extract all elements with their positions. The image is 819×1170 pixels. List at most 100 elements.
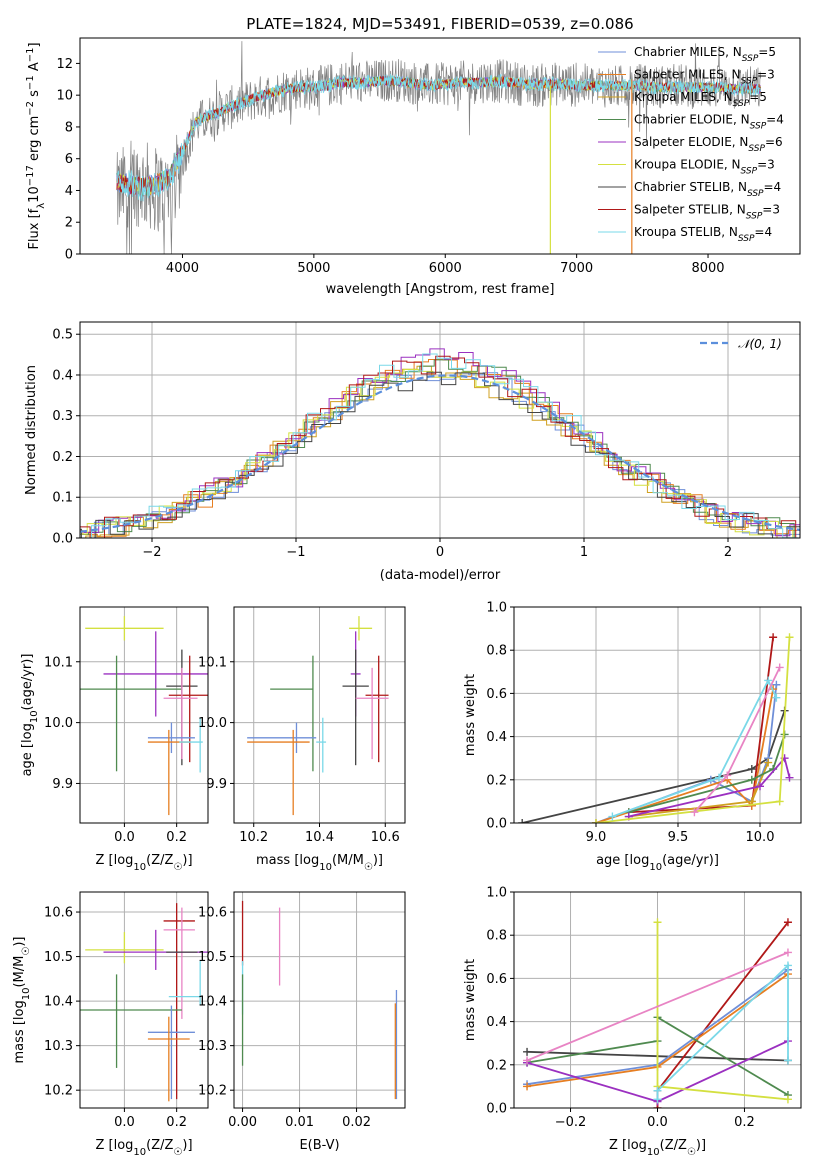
spectrum-line <box>116 73 761 202</box>
errorbar-point <box>168 961 201 1006</box>
legend-entry: Kroupa MILES, NSSP=5 <box>634 90 767 109</box>
axis-label: Z [log10(Z/Z☉)] <box>95 853 192 873</box>
weight-line <box>628 756 791 818</box>
weight-marker <box>764 676 773 685</box>
y-tick-label: 10.1 <box>198 655 227 670</box>
x-tick-label: 0.0 <box>114 830 135 845</box>
errorbar-point <box>85 616 164 641</box>
age-vs-Z-plot-area <box>80 607 208 823</box>
y-tick-label: 0.6 <box>486 687 507 702</box>
x-tick-label: 4000 <box>166 261 199 276</box>
weight-marker <box>775 797 784 806</box>
axis-label: Z [log10(Z/Z☉)] <box>95 1138 192 1158</box>
errorbar-point <box>365 655 389 763</box>
y-tick-label: 10.4 <box>44 995 73 1010</box>
mass-weight-vs-Z-panel: −0.2 0.0 0.2 0.0 0.2 0.4 0.6 0.8 1.0 Z [log10(Z/Z… <box>463 886 802 1158</box>
y-tick-label: 0.4 <box>52 368 73 383</box>
y-tick-label: 0.8 <box>486 929 507 944</box>
y-tick-label: 0.6 <box>486 972 507 987</box>
mass-vs-Z-panel: 0.0 0.2 10.2 10.3 10.4 10.5 10.6 Z [log10(Z/Z☉)… <box>12 891 209 1158</box>
weight-marker <box>592 819 600 823</box>
legend-entry: Chabrier MILES, NSSP=5 <box>634 45 776 64</box>
errorbar-point <box>163 667 198 760</box>
x-tick-label: 5000 <box>297 261 330 276</box>
x-tick-label: 0.01 <box>285 1115 314 1130</box>
mass-vs-EBV-panel: 0.00 0.01 0.02 10.2 10.3 10.4 10.5 10.6 E(B-V) <box>198 891 406 1153</box>
x-tick-label: 0 <box>436 545 444 560</box>
errorbar-point <box>247 729 310 816</box>
legend-entry: Salpeter STELIB, NSSP=3 <box>634 203 780 222</box>
mass-vs-EBV-frame <box>233 891 406 1109</box>
spectrum-plot-area <box>116 41 761 254</box>
y-tick-label: 0 <box>65 248 73 263</box>
x-tick-label: 8000 <box>691 261 724 276</box>
errorbar-point <box>316 717 327 773</box>
legend-entry: Salpeter MILES, NSSP=3 <box>634 68 775 87</box>
y-tick-label: 0.5 <box>52 328 73 343</box>
x-tick-label: 10.6 <box>371 830 400 845</box>
y-tick-label: 0.0 <box>52 532 73 547</box>
legend-entry: Salpeter ELODIE, NSSP=6 <box>634 135 783 154</box>
y-tick-label: 10.5 <box>198 950 227 965</box>
y-tick-label: 0.0 <box>486 1102 507 1117</box>
y-tick-label: 0.4 <box>486 730 507 745</box>
weight-marker <box>723 771 732 780</box>
errorbar-point <box>85 932 164 964</box>
axis-label: age [log10(age/yr)] <box>20 654 40 777</box>
y-tick-label: 10.0 <box>198 716 227 731</box>
y-tick-label: 10 <box>56 89 73 104</box>
axis-label: wavelength [Angstrom, rest frame] <box>326 282 555 297</box>
axis-label: mass [log10(M/M☉)] <box>12 937 32 1064</box>
x-tick-label: 0.00 <box>228 1115 257 1130</box>
y-tick-label: 6 <box>65 152 73 167</box>
axis-label: Z [log10(Z/Z☉)] <box>609 1138 706 1158</box>
weight-marker <box>756 782 764 791</box>
x-tick-label: 9.5 <box>668 830 689 845</box>
residuals-frame <box>79 321 801 539</box>
weight-marker <box>518 819 527 823</box>
errorbar-point <box>147 722 195 754</box>
errorbar-point <box>147 1005 195 1100</box>
x-tick-label: 0.2 <box>166 830 187 845</box>
weight-marker <box>764 758 773 767</box>
mass-vs-EBV-plot-area <box>234 892 405 1108</box>
y-tick-label: 10.6 <box>198 906 227 921</box>
figure-title: PLATE=1824, MJD=53491, FIBERID=0539, z=0… <box>246 15 633 33</box>
y-tick-label: 0.0 <box>486 817 507 832</box>
errorbar-point <box>103 631 208 717</box>
y-tick-label: 0.2 <box>52 450 73 465</box>
weight-marker <box>785 633 794 642</box>
errorbar-point <box>355 667 389 760</box>
y-tick-label: 0.8 <box>486 644 507 659</box>
x-tick-label: 10.4 <box>305 830 334 845</box>
residuals-panel: −2 −1 0 1 2 0.0 0.1 0.2 0.3 0.4 0.5 (data-model)/er… <box>24 321 801 583</box>
mass-vs-Z-frame <box>79 891 209 1109</box>
mass-weight-vs-age-panel: 9.0 9.5 10.0 0.0 0.2 0.4 0.6 0.8 1.0 age [log10(a… <box>463 601 802 873</box>
weight-line <box>656 963 789 1100</box>
mass-weight-vs-age-plot-area <box>514 607 801 823</box>
y-tick-label: 8 <box>65 120 73 135</box>
axis-label: Normed distribution <box>24 365 39 495</box>
errorbar-point <box>179 717 203 773</box>
y-tick-label: 9.9 <box>206 777 227 792</box>
weight-marker <box>769 633 778 642</box>
axis-label: mass [log10(M/M☉)] <box>256 853 383 873</box>
y-tick-label: 10.2 <box>198 1084 227 1099</box>
mass-weight-vs-Z-plot-area <box>514 892 801 1108</box>
weight-marker <box>783 961 792 970</box>
x-tick-label: −2 <box>142 545 161 560</box>
x-tick-label: 10.0 <box>746 830 775 845</box>
y-tick-label: 0.3 <box>52 409 73 424</box>
weight-line <box>526 951 789 1062</box>
weight-marker <box>783 948 792 957</box>
errorbar-point <box>349 616 373 641</box>
mass-weight-vs-age-frame <box>513 606 802 824</box>
errorbar-point <box>163 907 195 1019</box>
spectrum-panel: 4000 5000 6000 7000 8000 0 2 4 6 8 10 12 wavelength … <box>25 37 801 297</box>
x-tick-label: 6000 <box>429 261 462 276</box>
weight-marker <box>775 663 784 672</box>
y-tick-label: 9.9 <box>52 777 73 792</box>
errorbar-point <box>168 655 208 763</box>
axis-label: mass weight <box>463 674 478 756</box>
errorbar-point <box>80 655 182 772</box>
